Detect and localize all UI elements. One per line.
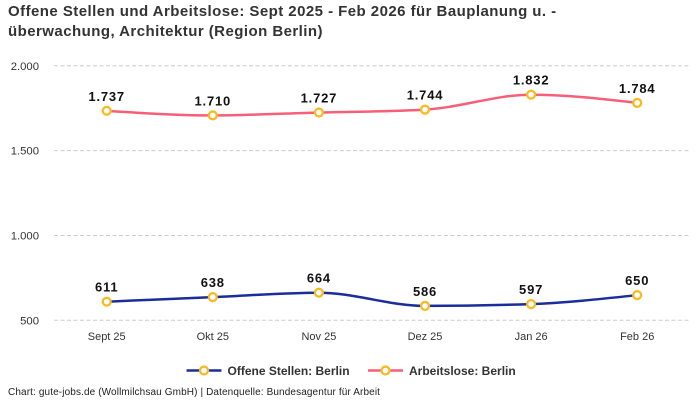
svg-text:1.784: 1.784: [619, 81, 656, 96]
svg-text:Offene Stellen und Arbeitslose: Offene Stellen und Arbeitslose: Sept 202…: [8, 3, 557, 20]
svg-text:Feb 26: Feb 26: [620, 331, 654, 343]
svg-text:1.737: 1.737: [88, 89, 125, 104]
svg-text:Dez 25: Dez 25: [408, 331, 443, 343]
svg-text:Nov 25: Nov 25: [301, 331, 336, 343]
svg-text:500: 500: [20, 315, 39, 327]
svg-text:1.832: 1.832: [513, 73, 550, 88]
svg-text:1.000: 1.000: [11, 231, 39, 243]
svg-text:1.727: 1.727: [301, 91, 338, 106]
svg-text:1.500: 1.500: [11, 146, 39, 158]
svg-text:Sept 25: Sept 25: [88, 331, 126, 343]
svg-text:Offene Stellen: Berlin: Offene Stellen: Berlin: [228, 364, 350, 378]
svg-text:2.000: 2.000: [11, 61, 39, 73]
svg-text:Okt 25: Okt 25: [197, 331, 229, 343]
svg-text:Chart: gute-jobs.de (Wollmilch: Chart: gute-jobs.de (Wollmilchsau GmbH) …: [8, 387, 380, 398]
svg-text:586: 586: [413, 284, 437, 299]
svg-text:611: 611: [95, 280, 118, 295]
svg-text:638: 638: [201, 275, 225, 290]
svg-text:Jan 26: Jan 26: [515, 331, 548, 343]
svg-text:664: 664: [307, 271, 331, 286]
svg-text:597: 597: [519, 282, 543, 297]
svg-text:1.710: 1.710: [195, 93, 232, 108]
svg-text:650: 650: [625, 273, 649, 288]
svg-text:1.744: 1.744: [407, 88, 444, 103]
svg-text:überwachung, Architektur (Regi: überwachung, Architektur (Region Berlin): [8, 23, 323, 40]
svg-text:Arbeitslose: Berlin: Arbeitslose: Berlin: [409, 364, 516, 378]
